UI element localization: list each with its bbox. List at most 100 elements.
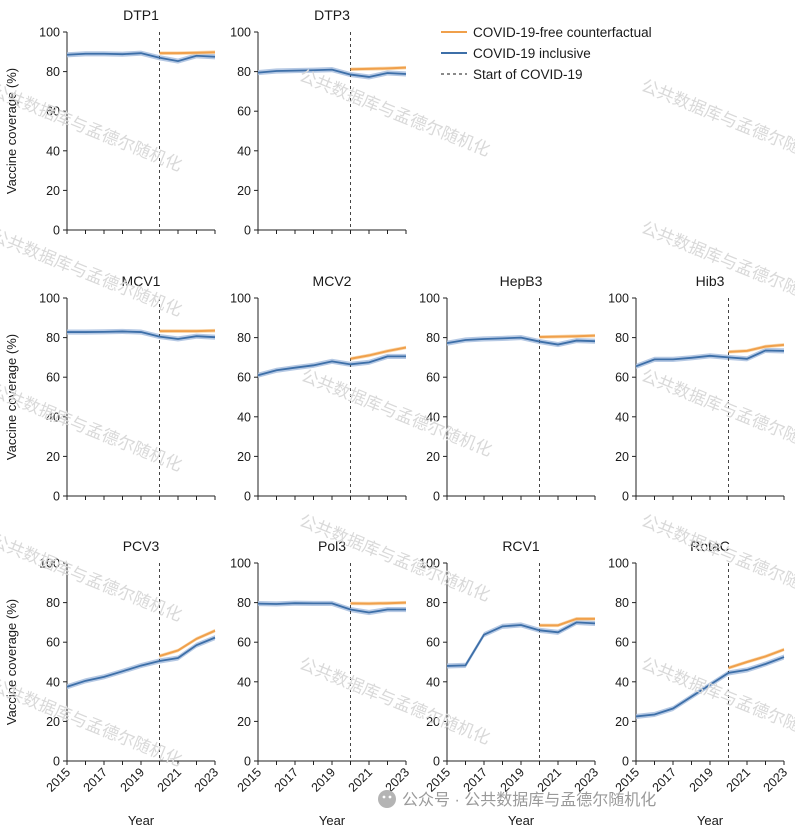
y-tick-label: 60 (237, 371, 251, 385)
y-tick-label: 60 (237, 105, 251, 119)
watermark: 公共数据库与孟德尔随机化 (0, 676, 185, 770)
watermark: 公共数据库与孟德尔随机化 (639, 76, 795, 170)
x-tick-label: 2017 (650, 765, 680, 795)
watermark: 公共数据库与孟德尔随机化 (639, 366, 795, 460)
y-axis-title: Vaccine coverage (%) (4, 68, 19, 194)
counterfactual-line (159, 629, 216, 658)
y-tick-label: 20 (46, 184, 60, 198)
x-tick-label: 2021 (346, 765, 376, 795)
watermark: 公共数据库与孟德尔随机化 (0, 381, 185, 475)
inclusive-line (635, 656, 785, 718)
y-tick-label: 40 (426, 675, 440, 689)
y-tick-label: 80 (46, 596, 60, 610)
x-tick-label: 2017 (461, 765, 491, 795)
x-axis-title: Year (319, 813, 346, 828)
counterfactual-line (728, 648, 785, 669)
y-tick-label: 100 (419, 557, 440, 571)
y-tick-label: 0 (622, 490, 629, 504)
y-tick-label: 80 (237, 596, 251, 610)
inclusive-uncertainty-band (447, 619, 595, 669)
panel-title: DTP1 (123, 7, 159, 23)
y-tick-label: 20 (426, 715, 440, 729)
panel-dtp1: DTP1 0 20 40 60 80 100 Vaccine coverage (%) (4, 7, 216, 238)
inclusive-line (446, 336, 596, 346)
x-tick-label: 2015 (235, 765, 265, 795)
y-tick-label: 60 (46, 636, 60, 650)
y-tick-label: 60 (426, 636, 440, 650)
x-tick-label: 2019 (118, 765, 148, 795)
y-tick-label: 0 (433, 755, 440, 769)
y-tick-label: 40 (237, 410, 251, 424)
legend-label-counterfactual: COVID-19-free counterfactual (473, 25, 652, 40)
y-tick-label: 40 (237, 675, 251, 689)
y-tick-label: 60 (46, 371, 60, 385)
x-axis-title: Year (697, 813, 724, 828)
x-tick-label: 2017 (272, 765, 302, 795)
panel-title: PCV3 (123, 538, 160, 554)
panel-hib3: Hib3 0 20 40 60 80 100 (608, 273, 785, 504)
panel-mcv2: MCV2 0 20 40 60 80 100 (230, 273, 407, 504)
y-tick-label: 20 (237, 715, 251, 729)
y-tick-label: 100 (39, 292, 60, 306)
y-tick-label: 100 (39, 557, 60, 571)
y-tick-label: 80 (46, 331, 60, 345)
x-tick-label: 2015 (44, 765, 74, 795)
y-tick-label: 80 (615, 331, 629, 345)
counterfactual-line (350, 66, 407, 71)
legend-label-start: Start of COVID-19 (473, 67, 583, 82)
panel-mcv1: MCV1 0 20 40 60 80 100 Vaccine coverage (%) (4, 273, 216, 504)
inclusive-uncertainty-band (258, 600, 406, 616)
counterfactual-line (350, 601, 407, 605)
x-tick-label: 2021 (155, 765, 185, 795)
watermark: 公共数据库与孟德尔随机化 (639, 511, 795, 605)
watermarks: 公共数据库与孟德尔随机化 公共数据库与孟德尔随机化 公共数据库与孟德尔随机化 公… (0, 66, 795, 809)
panel-dtp3: DTP3 0 20 40 60 80 100 (230, 7, 407, 238)
y-tick-label: 40 (615, 675, 629, 689)
y-tick-label: 20 (615, 715, 629, 729)
y-tick-label: 100 (608, 557, 629, 571)
y-tick-label: 100 (230, 557, 251, 571)
y-tick-label: 100 (39, 26, 60, 40)
y-tick-label: 60 (426, 371, 440, 385)
y-tick-label: 80 (237, 65, 251, 79)
inclusive-uncertainty-band (67, 635, 215, 690)
y-tick-label: 80 (615, 596, 629, 610)
x-axis-title: Year (128, 813, 155, 828)
y-tick-label: 0 (53, 755, 60, 769)
y-tick-label: 60 (615, 636, 629, 650)
wechat-icon (378, 790, 396, 808)
y-tick-label: 0 (53, 490, 60, 504)
legend-label-inclusive: COVID-19 inclusive (473, 46, 591, 61)
counterfactual-line (350, 346, 407, 360)
y-tick-label: 80 (46, 65, 60, 79)
y-tick-label: 40 (46, 410, 60, 424)
x-tick-label: 2021 (535, 765, 565, 795)
y-tick-label: 20 (46, 715, 60, 729)
y-axis-title: Vaccine coverage (%) (4, 334, 19, 460)
y-tick-label: 0 (433, 490, 440, 504)
watermark: 公共数据库与孟德尔随机化 (639, 654, 795, 748)
inclusive-line (67, 330, 216, 340)
watermark: 公共数据库与孟德尔随机化 (297, 511, 493, 605)
inclusive-line (257, 68, 407, 78)
y-tick-label: 40 (46, 144, 60, 158)
y-tick-label: 60 (237, 636, 251, 650)
y-tick-label: 20 (615, 450, 629, 464)
y-tick-label: 20 (237, 450, 251, 464)
y-tick-label: 0 (244, 490, 251, 504)
watermark: 公共数据库与孟德尔随机化 (299, 366, 495, 460)
x-tick-label: 2023 (192, 765, 222, 795)
x-tick-label: 2017 (81, 765, 111, 795)
counterfactual-line (728, 343, 785, 353)
x-tick-label: 2021 (724, 765, 754, 795)
y-tick-label: 40 (237, 144, 251, 158)
panel-title: HepB3 (500, 273, 543, 289)
y-tick-label: 80 (426, 331, 440, 345)
y-tick-label: 80 (237, 331, 251, 345)
y-tick-label: 20 (237, 184, 251, 198)
panel-hepb3: HepB3 0 20 40 60 80 100 (419, 273, 596, 504)
legend: COVID-19-free counterfactual COVID-19 in… (441, 25, 652, 82)
y-tick-label: 80 (426, 596, 440, 610)
x-tick-label: 2023 (761, 765, 791, 795)
inclusive-line (66, 52, 216, 63)
